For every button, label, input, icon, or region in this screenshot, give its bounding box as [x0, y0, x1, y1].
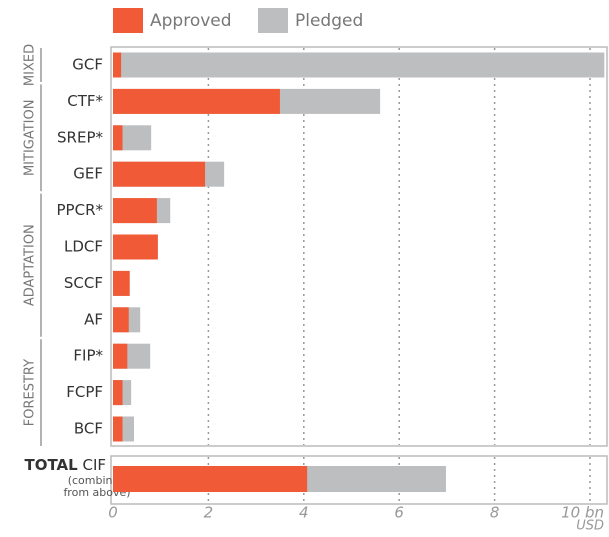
x-tick-label: 10 bn: [561, 504, 604, 522]
bar-approved: [113, 466, 308, 492]
legend-swatch: [113, 8, 143, 33]
bar-approved: [113, 234, 158, 260]
category-label: CTF*: [67, 92, 103, 110]
category-label: GCF: [72, 56, 103, 74]
group-label: MIXED: [23, 44, 38, 86]
legend-label: Approved: [150, 11, 232, 31]
total-label-bold: TOTAL: [24, 456, 78, 474]
category-label: BCF: [74, 420, 103, 438]
bar-approved: [113, 343, 128, 369]
bar-approved: [113, 88, 280, 114]
plot-frame: [110, 46, 608, 447]
bar-approved: [113, 198, 157, 224]
x-tick-label: 0: [108, 504, 118, 522]
bar-pledged: [113, 52, 605, 78]
category-label: SCCF: [64, 274, 103, 292]
category-label: SREP*: [57, 128, 103, 146]
bar-approved: [113, 125, 123, 151]
x-tick-label: 6: [394, 504, 404, 522]
legend-swatch: [258, 8, 288, 33]
x-tick-label: 8: [490, 504, 500, 522]
group-label: FORESTRY: [23, 359, 38, 426]
total-frame: [110, 455, 608, 505]
x-unit: USD: [576, 519, 604, 534]
bar-approved: [113, 270, 130, 296]
category-label: FCPF: [66, 383, 103, 401]
bar-approved: [113, 307, 129, 333]
category-label: PPCR*: [57, 201, 104, 219]
legend-label: Pledged: [295, 11, 363, 31]
total-label-name: CIF: [82, 456, 106, 474]
total-note: (combined: [68, 474, 127, 487]
category-label: LDCF: [64, 238, 103, 256]
bar-approved: [113, 416, 123, 442]
group-label: MITIGATION: [23, 100, 38, 177]
category-label: GEF: [73, 165, 103, 183]
bar-approved: [113, 161, 206, 187]
bar-approved: [113, 52, 122, 78]
total-label: TOTAL CIF: [24, 456, 106, 474]
x-tick-label: 4: [299, 504, 309, 522]
group-label: ADAPTATION: [23, 224, 38, 306]
category-label: FIP*: [73, 347, 103, 365]
bar-approved: [113, 380, 123, 406]
x-tick-label: 2: [204, 504, 214, 522]
category-label: AF: [84, 310, 103, 328]
